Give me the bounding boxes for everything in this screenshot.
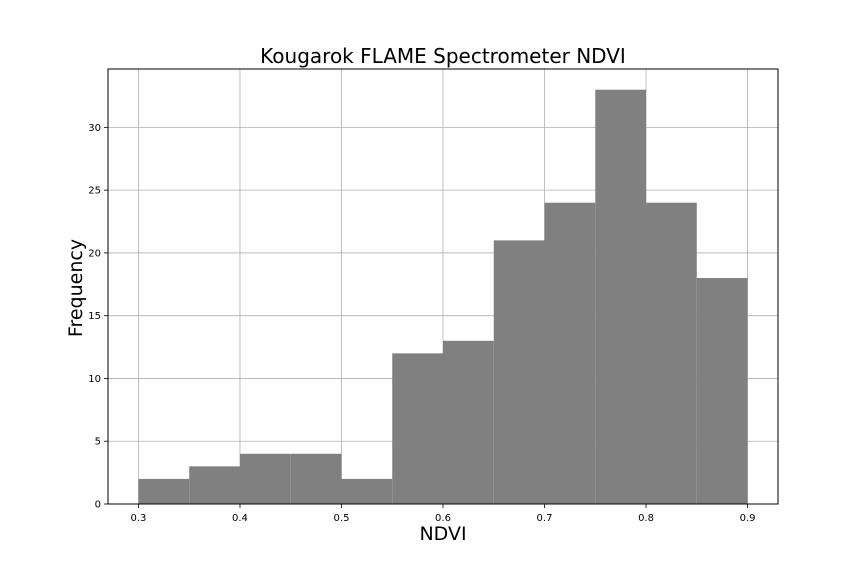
y-tick-label: 25 <box>88 186 101 197</box>
y-tick-label: 20 <box>88 248 101 259</box>
histogram-bar <box>189 466 240 504</box>
x-tick-label: 0.3 <box>131 513 147 524</box>
y-tick-label: 0 <box>95 500 101 511</box>
x-tick-label: 0.4 <box>232 513 248 524</box>
histogram-bar <box>341 478 393 504</box>
histogram-bar <box>493 240 545 504</box>
y-axis-ticks: 0 5 10 15 20 25 30 <box>88 123 108 511</box>
chart-title: Kougarok FLAME Spectrometer NDVI <box>260 44 626 68</box>
y-tick-label: 15 <box>88 311 101 322</box>
y-tick-label: 30 <box>88 123 101 134</box>
histogram-bar <box>290 453 342 504</box>
histogram-bar <box>544 202 596 504</box>
x-axis-label: NDVI <box>419 523 466 545</box>
x-tick-label: 0.7 <box>537 513 553 524</box>
histogram-bar <box>239 453 291 504</box>
y-axis-label: Frequency <box>65 239 87 337</box>
y-tick-label: 10 <box>88 374 101 385</box>
x-axis-ticks: 0.3 0.4 0.5 0.6 0.7 0.8 0.9 <box>131 504 756 524</box>
histogram-bar <box>443 340 494 504</box>
histogram-bar <box>646 202 697 504</box>
histogram-bar <box>595 89 647 504</box>
histogram-bar <box>696 278 748 504</box>
y-tick-label: 5 <box>95 437 101 448</box>
x-tick-label: 0.8 <box>638 513 654 524</box>
histogram-bar <box>392 353 443 504</box>
x-tick-label: 0.5 <box>334 513 350 524</box>
x-tick-label: 0.9 <box>740 513 756 524</box>
histogram-bars <box>138 89 748 504</box>
histogram-bar <box>138 478 190 504</box>
x-tick-label: 0.6 <box>435 513 451 524</box>
